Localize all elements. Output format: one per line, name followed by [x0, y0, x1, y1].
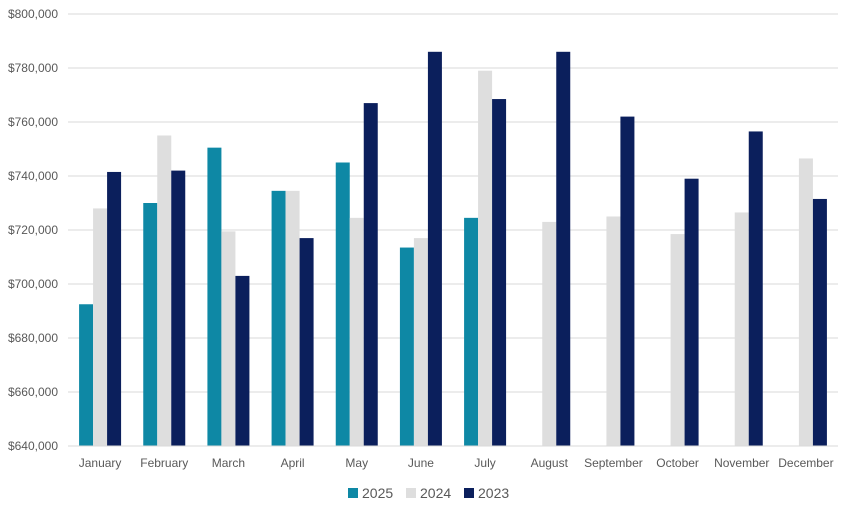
x-tick-label: April — [281, 456, 305, 470]
x-tick-label: July — [474, 456, 495, 470]
x-tick-label: May — [345, 456, 368, 470]
x-tick-label: October — [656, 456, 699, 470]
x-tick-label: January — [79, 456, 122, 470]
bar-2024-november — [734, 212, 749, 446]
bars — [79, 51, 827, 447]
bar-2025-march — [207, 147, 222, 446]
bar-2024-october — [670, 234, 685, 446]
legend-label: 2023 — [478, 485, 509, 501]
x-tick-label: June — [408, 456, 434, 470]
legend-label: 2025 — [362, 485, 393, 501]
bar-2023-october — [684, 178, 699, 446]
legend-swatch-2025 — [348, 488, 358, 498]
x-axis-tick-labels: January February March April May June July Augu… — [79, 456, 834, 470]
grid-lines — [68, 13, 838, 393]
bar-2023-february — [171, 170, 186, 446]
y-tick-label: $660,000 — [8, 385, 58, 399]
bar-2023-september — [620, 116, 635, 446]
y-tick-label: $800,000 — [8, 7, 58, 21]
bar-2023-july — [492, 99, 507, 447]
bar-2025-january — [79, 304, 94, 446]
bar-2024-april — [285, 190, 300, 446]
bar-2023-november — [748, 131, 763, 446]
bar-2025-february — [143, 203, 158, 446]
bar-2024-september — [606, 216, 621, 446]
legend-label: 2024 — [420, 485, 451, 501]
bar-2023-march — [235, 275, 250, 446]
bar-2024-may — [349, 217, 364, 446]
x-tick-label: March — [212, 456, 245, 470]
bar-2024-august — [542, 221, 557, 446]
bar-2025-may — [335, 162, 350, 446]
bar-2024-july — [478, 70, 493, 446]
bar-2025-june — [399, 247, 414, 446]
legend-swatch-2023 — [464, 488, 474, 498]
y-tick-label: $680,000 — [8, 331, 58, 345]
bar-2025-july — [464, 217, 479, 446]
bar-2023-may — [363, 103, 378, 446]
x-tick-label: September — [584, 456, 643, 470]
bar-2023-april — [299, 238, 314, 446]
y-tick-label: $780,000 — [8, 61, 58, 75]
x-tick-label: December — [778, 456, 833, 470]
bar-2024-march — [221, 231, 236, 446]
bar-2024-february — [157, 135, 172, 446]
y-axis-tick-labels: $640,000 $660,000 $680,000 $700,000 $720,000… — [8, 7, 58, 453]
bar-2023-august — [556, 51, 571, 447]
bar-2025-april — [271, 190, 286, 446]
bar-2023-january — [107, 171, 122, 446]
y-tick-label: $760,000 — [8, 115, 58, 129]
bar-2024-january — [93, 208, 108, 446]
y-tick-label: $740,000 — [8, 169, 58, 183]
bar-2024-june — [413, 238, 428, 446]
x-tick-label: August — [531, 456, 569, 470]
bar-2024-december — [798, 158, 813, 446]
legend-swatch-2024 — [406, 488, 416, 498]
y-tick-label: $640,000 — [8, 439, 58, 453]
bar-2023-june — [427, 51, 442, 447]
y-tick-label: $700,000 — [8, 277, 58, 291]
legend: 2025 2024 2023 — [348, 485, 509, 501]
y-tick-label: $720,000 — [8, 223, 58, 237]
x-tick-label: November — [714, 456, 769, 470]
bar-2023-december — [812, 198, 827, 446]
x-tick-label: February — [140, 456, 188, 470]
